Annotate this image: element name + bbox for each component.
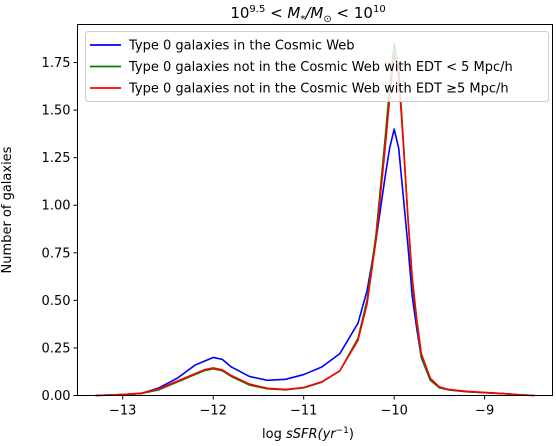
x-tick-label: −12 xyxy=(199,404,226,419)
y-axis-title: Number of galaxies xyxy=(0,146,15,273)
x-tick-label: −9 xyxy=(475,404,494,419)
y-tick-label: 1.25 xyxy=(42,151,71,166)
y-tick-label: 0.75 xyxy=(42,246,71,261)
legend-label-1: Type 0 galaxies in the Cosmic Web xyxy=(128,39,355,54)
y-tick-label: 0.00 xyxy=(42,389,71,404)
y-tick-label: 1.50 xyxy=(42,104,71,119)
chart-title: 109.5 < M*/M⊙ < 1010 xyxy=(230,4,385,25)
legend-label-2: Type 0 galaxies not in the Cosmic Web wi… xyxy=(128,60,513,75)
y-tick-label: 1.75 xyxy=(42,56,71,71)
legend-label-3: Type 0 galaxies not in the Cosmic Web wi… xyxy=(128,82,509,97)
x-axis: −13 −12 −11 −10 −9 xyxy=(109,396,494,419)
legend: Type 0 galaxies in the Cosmic Web Type 0 … xyxy=(86,32,549,102)
x-tick-label: −10 xyxy=(380,404,407,419)
x-tick-label: −13 xyxy=(109,404,136,419)
y-tick-label: 1.00 xyxy=(42,199,71,214)
y-axis: 0.00 0.25 0.50 0.75 1.00 1.25 1.50 1.75 xyxy=(42,56,78,404)
x-tick-label: −11 xyxy=(290,404,317,419)
y-tick-label: 0.50 xyxy=(42,294,71,309)
y-tick-label: 0.25 xyxy=(42,341,71,356)
x-axis-title: log sSFR(yr−1) xyxy=(262,426,354,442)
